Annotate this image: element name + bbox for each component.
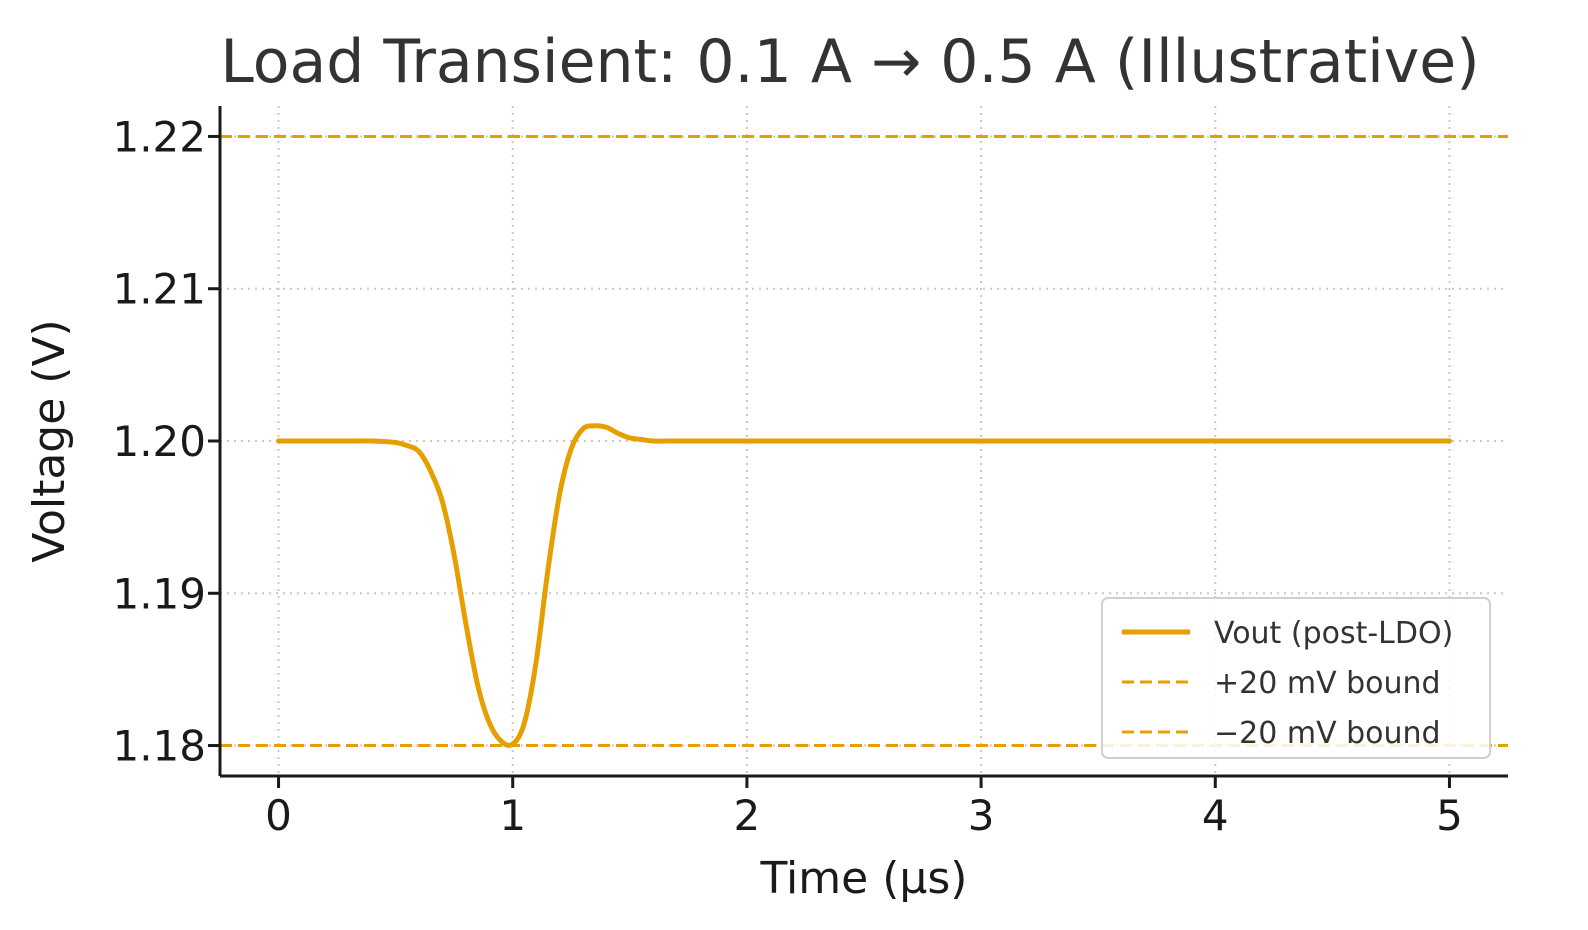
y-tick-label: 1.22: [112, 112, 206, 161]
y-tick-label: 1.18: [112, 722, 206, 771]
chart-title: Load Transient: 0.1 A → 0.5 A (Illustrat…: [220, 27, 1479, 97]
legend-label: +20 mV bound: [1214, 666, 1441, 701]
x-axis-ticks: 0 1 2 3 4 5: [265, 776, 1463, 840]
x-tick-label: 3: [968, 791, 995, 840]
y-axis-label: Voltage (V): [24, 319, 75, 562]
x-axis-label: Time (µs): [760, 853, 968, 904]
series: [276, 423, 1452, 748]
x-tick-label: 2: [734, 791, 761, 840]
vout-line: [276, 423, 1452, 748]
legend-label: Vout (post-LDO): [1214, 616, 1453, 651]
x-tick-label: 0: [265, 791, 292, 840]
legend-label: −20 mV bound: [1214, 716, 1441, 751]
x-tick-label: 5: [1436, 791, 1463, 840]
y-tick-label: 1.21: [112, 265, 206, 314]
x-tick-label: 4: [1202, 791, 1229, 840]
y-axis-ticks: 1.18 1.19 1.20 1.21 1.22: [112, 112, 220, 771]
x-tick-label: 1: [499, 791, 526, 840]
y-tick-label: 1.19: [112, 569, 206, 618]
y-tick-label: 1.20: [112, 417, 206, 466]
legend-box: [1101, 597, 1491, 759]
legend: Vout (post-LDO) +20 mV bound −20 mV bound: [1101, 597, 1491, 759]
